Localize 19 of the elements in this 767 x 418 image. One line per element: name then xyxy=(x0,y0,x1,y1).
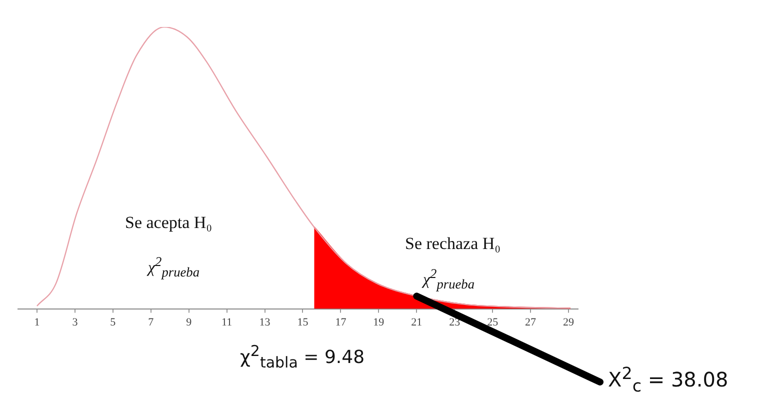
x-tick-label: 27 xyxy=(525,316,537,328)
x-tick-label: 5 xyxy=(110,316,116,328)
x-tick-label: 7 xyxy=(148,316,154,328)
annotation: Se rechaza H₀ xyxy=(405,234,501,254)
x-tick-label: 21 xyxy=(411,316,422,328)
x-tick-label: 11 xyxy=(222,316,232,328)
x-tick-label: 23 xyxy=(449,316,461,328)
x-tick-label: 19 xyxy=(373,316,385,328)
text: χ$^{2}$$_{tabla}$ = 9.48 xyxy=(240,342,365,372)
annotation: X$^{2}$$_{c}$ = 38.08 xyxy=(608,364,728,396)
x-tick-label: 1 xyxy=(34,316,40,328)
x-tick-label: 25 xyxy=(487,316,499,328)
x-tick-label: 29 xyxy=(563,316,575,328)
x-tick-label: 3 xyxy=(72,316,78,328)
x-tick-label: 9 xyxy=(186,316,192,328)
x-tick-label: 17 xyxy=(335,316,347,328)
x-tick-label: 15 xyxy=(297,316,309,328)
annotation: Se acepta H₀ xyxy=(125,213,212,233)
x-tick-label: 13 xyxy=(259,316,271,328)
